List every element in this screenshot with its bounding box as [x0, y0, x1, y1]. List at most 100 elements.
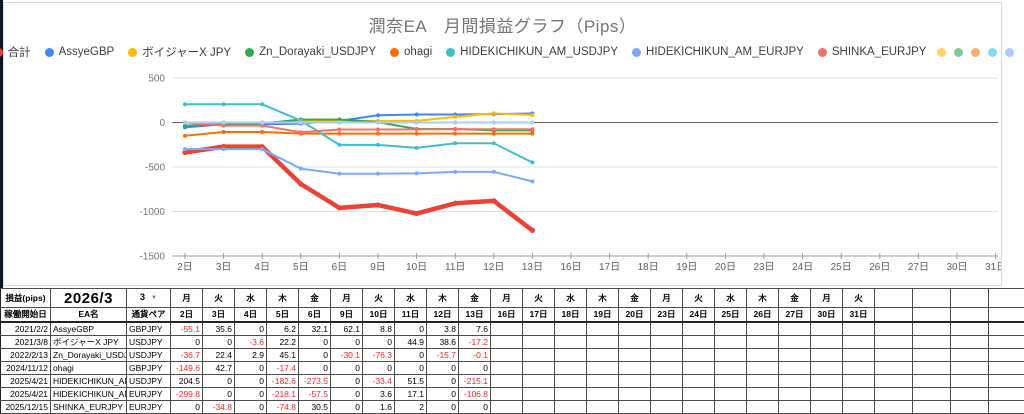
- table-row: 2022/2/13Zn_Dorayaki_USDJPYUSDJPY-36.722…: [1, 349, 1024, 362]
- date-header: 9日: [331, 308, 363, 323]
- start-date-cell: 2021/3/8: [1, 336, 51, 349]
- value-cell: [619, 388, 651, 401]
- value-cell: [555, 362, 587, 375]
- weekday-header: 木: [587, 289, 619, 308]
- value-cell: [651, 375, 683, 388]
- legend-dot-icon: [818, 48, 827, 57]
- value-cell: [523, 362, 555, 375]
- svg-text:500: 500: [148, 74, 165, 85]
- value-cell: [587, 336, 619, 349]
- empty-cell: [875, 375, 913, 388]
- empty-cell: [875, 322, 913, 336]
- value-cell: [587, 375, 619, 388]
- value-cell: 3.6: [363, 388, 395, 401]
- value-cell: [491, 336, 523, 349]
- value-cell: 0: [171, 401, 203, 414]
- value-cell: [843, 362, 875, 375]
- value-cell: 51.5: [395, 375, 427, 388]
- svg-text:17日: 17日: [599, 262, 620, 273]
- legend-dot-icon: [632, 48, 641, 57]
- value-cell: [651, 336, 683, 349]
- start-date-header: 稼働開始日: [1, 308, 51, 323]
- weekday-header: 水: [555, 289, 587, 308]
- empty-cell: [875, 362, 913, 375]
- pair-cell: GBPJPY: [127, 362, 171, 375]
- value-cell: 30.5: [299, 401, 331, 414]
- value-cell: [715, 349, 747, 362]
- value-cell: [811, 349, 843, 362]
- svg-text:25日: 25日: [831, 262, 852, 273]
- weekday-header: 水: [715, 289, 747, 308]
- value-cell: 3.8: [427, 322, 459, 336]
- weekday-header: 木: [747, 289, 779, 308]
- empty-header: [989, 308, 1024, 323]
- chart-title: 潤奈EA 月間損益グラフ（Pips）: [4, 12, 1001, 37]
- value-cell: 2: [395, 401, 427, 414]
- value-cell: 0: [459, 362, 491, 375]
- svg-text:31日: 31日: [985, 262, 1001, 273]
- svg-text:9日: 9日: [370, 262, 386, 273]
- empty-header: [989, 289, 1024, 308]
- weekday-header: 月: [491, 289, 523, 308]
- value-cell: 32.1: [299, 322, 331, 336]
- svg-text:-1000: -1000: [139, 207, 165, 218]
- weekday-header: 火: [843, 289, 875, 308]
- weekday-header: 火: [203, 289, 235, 308]
- start-date-cell: 2025/12/15: [1, 401, 51, 414]
- date-header: 17日: [523, 308, 555, 323]
- value-cell: [619, 349, 651, 362]
- weekday-header: 金: [459, 289, 491, 308]
- start-date-cell: 2022/2/13: [1, 349, 51, 362]
- value-cell: 0: [203, 388, 235, 401]
- value-cell: 0: [235, 322, 267, 336]
- value-cell: [683, 336, 715, 349]
- value-cell: [523, 388, 555, 401]
- date-header: 4日: [235, 308, 267, 323]
- empty-header: [875, 308, 913, 323]
- value-cell: [715, 362, 747, 375]
- date-header: 25日: [715, 308, 747, 323]
- weekday-header: 火: [683, 289, 715, 308]
- value-cell: [715, 336, 747, 349]
- empty-cell: [913, 362, 951, 375]
- value-cell: [779, 388, 811, 401]
- value-cell: -15.7: [427, 349, 459, 362]
- value-cell: [587, 388, 619, 401]
- value-cell: -3.6: [235, 336, 267, 349]
- value-cell: [811, 362, 843, 375]
- date-header: 11日: [395, 308, 427, 323]
- svg-text:-500: -500: [145, 163, 165, 174]
- month-dropdown[interactable]: 3▼: [127, 289, 171, 308]
- value-cell: [651, 322, 683, 336]
- start-date-cell: 2025/4/21: [1, 375, 51, 388]
- legend-item-extra-5: [1005, 48, 1014, 57]
- empty-cell: [989, 336, 1024, 349]
- value-cell: [683, 388, 715, 401]
- value-cell: [747, 375, 779, 388]
- date-header: 10日: [363, 308, 395, 323]
- svg-text:5日: 5日: [293, 262, 309, 273]
- value-cell: -182.6: [267, 375, 299, 388]
- empty-cell: [875, 336, 913, 349]
- value-cell: 0: [235, 375, 267, 388]
- pair-cell: EURJPY: [127, 401, 171, 414]
- value-cell: 0: [235, 362, 267, 375]
- value-cell: 62.1: [331, 322, 363, 336]
- pair-cell: GBPJPY: [127, 322, 171, 336]
- value-cell: -106.8: [459, 388, 491, 401]
- svg-text:23日: 23日: [753, 262, 774, 273]
- empty-cell: [989, 401, 1024, 414]
- value-cell: [843, 349, 875, 362]
- date-header: 16日: [491, 308, 523, 323]
- legend-dot-icon: [45, 48, 54, 57]
- empty-cell: [875, 401, 913, 414]
- empty-header: [951, 289, 989, 308]
- value-cell: [619, 362, 651, 375]
- date-header: 27日: [779, 308, 811, 323]
- date-header: 20日: [619, 308, 651, 323]
- value-cell: [555, 401, 587, 414]
- value-cell: [587, 362, 619, 375]
